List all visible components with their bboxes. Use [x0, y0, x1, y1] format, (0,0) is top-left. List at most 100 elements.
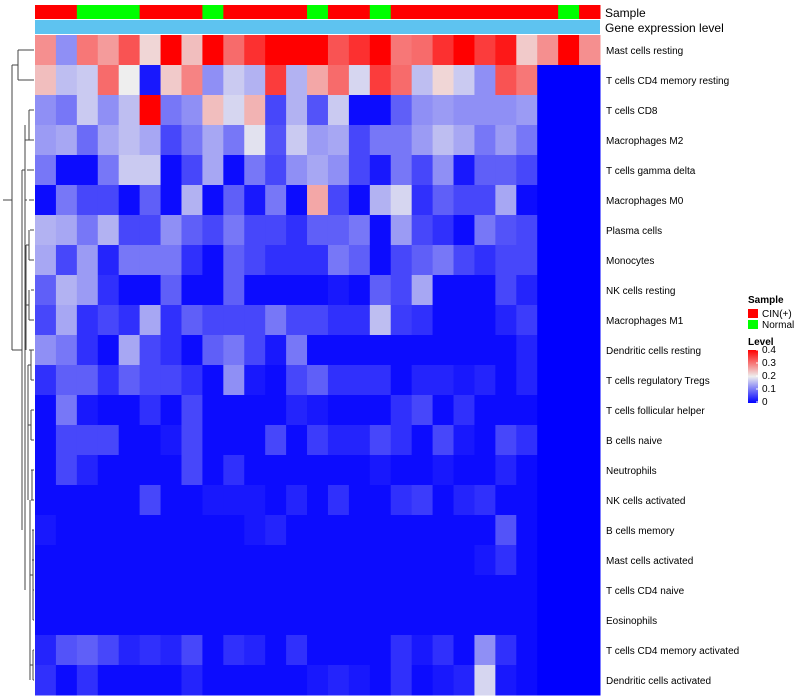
heatmap-cell: [432, 515, 455, 546]
heatmap-cell: [286, 515, 308, 546]
legend-level-title: Level: [748, 337, 774, 348]
heatmap-cell: [160, 125, 182, 156]
heatmap-cell: [181, 35, 203, 66]
heatmap-cell: [244, 335, 266, 366]
heatmap-cell: [537, 575, 559, 606]
heatmap-cell: [307, 95, 329, 126]
heatmap-cell: [160, 95, 182, 126]
heatmap-cell: [35, 335, 57, 366]
heatmap-cell: [327, 125, 350, 156]
heatmap-cell: [411, 155, 434, 186]
heatmap-cell: [411, 515, 434, 546]
heatmap-cell: [558, 545, 580, 576]
heatmap-cell: [223, 95, 245, 126]
sample-annotation-cell: [516, 5, 538, 19]
heatmap-cell: [97, 305, 120, 336]
heatmap-cell: [265, 515, 287, 546]
heatmap-cell: [495, 395, 517, 426]
heatmap-cell: [265, 575, 287, 606]
heatmap-cell: [432, 605, 455, 636]
heatmap-cell: [390, 305, 413, 336]
heatmap-cell: [76, 305, 99, 336]
sample-annotation-cell: [411, 5, 434, 19]
heatmap-cell: [307, 635, 329, 666]
row-label: Dendritic cells activated: [606, 676, 711, 687]
heatmap-cell: [516, 275, 538, 306]
heatmap-cell: [411, 635, 434, 666]
annotation-label-sample: Sample: [605, 6, 646, 20]
heatmap-cell: [160, 605, 182, 636]
heatmap-cell: [160, 395, 182, 426]
heatmap-cell: [327, 635, 350, 666]
heatmap-cell: [516, 95, 538, 126]
heatmap-cell: [76, 335, 99, 366]
heatmap-cell: [495, 275, 517, 306]
heatmap-cell: [369, 545, 392, 576]
heatmap-cell: [202, 515, 224, 546]
heatmap-cell: [139, 125, 162, 156]
heatmap-cell: [474, 455, 496, 486]
row-label: B cells naive: [606, 436, 663, 447]
heatmap-cell: [348, 455, 371, 486]
heatmap-cell: [558, 125, 580, 156]
heatmap-cell: [579, 155, 601, 186]
heatmap-cell: [495, 665, 517, 696]
heatmap-cell: [558, 395, 580, 426]
heatmap-cell: [223, 245, 245, 276]
heatmap-cell: [327, 515, 350, 546]
heatmap-cell: [348, 425, 371, 456]
heatmap-cell: [579, 305, 601, 336]
sample-annotation-cell: [97, 5, 120, 19]
heatmap-cell: [139, 275, 162, 306]
heatmap-cell: [35, 605, 57, 636]
heatmap-cell: [139, 455, 162, 486]
heatmap-cell: [558, 665, 580, 696]
heatmap-cell: [411, 605, 434, 636]
heatmap-cell: [579, 395, 601, 426]
heatmap-cell: [76, 95, 99, 126]
heatmap-cell: [55, 95, 78, 126]
sample-annotation-cell: [390, 5, 413, 19]
sample-annotation-cell: [369, 5, 392, 19]
heatmap-cell: [202, 155, 224, 186]
heatmap-cell: [558, 215, 580, 246]
heatmap-cell: [411, 125, 434, 156]
heatmap-cell: [411, 575, 434, 606]
heatmap-cell: [223, 665, 245, 696]
heatmap-cell: [432, 335, 455, 366]
heatmap-cell: [76, 455, 99, 486]
heatmap-cell: [97, 455, 120, 486]
heatmap-cell: [495, 95, 517, 126]
heatmap-cell: [244, 35, 266, 66]
heatmap-cell: [327, 215, 350, 246]
heatmap-cell: [265, 245, 287, 276]
heatmap-cell: [327, 665, 350, 696]
heatmap-cell: [118, 365, 141, 396]
heatmap-cell: [265, 395, 287, 426]
heatmap-cell: [118, 395, 141, 426]
heatmap-cell: [202, 545, 224, 576]
heatmap-cell: [558, 275, 580, 306]
heatmap-cell: [474, 305, 496, 336]
heatmap-cell: [55, 35, 78, 66]
heatmap-cell: [516, 335, 538, 366]
row-label: Dendritic cells resting: [606, 346, 701, 357]
heatmap-cell: [76, 275, 99, 306]
heatmap-cell: [348, 245, 371, 276]
heatmap-cell: [139, 485, 162, 516]
heatmap-cell: [516, 125, 538, 156]
heatmap-cell: [118, 155, 141, 186]
heatmap-cell: [516, 485, 538, 516]
heatmap-cell: [411, 95, 434, 126]
heatmap-cell: [265, 155, 287, 186]
heatmap-cell: [202, 305, 224, 336]
row-label: Monocytes: [606, 256, 654, 267]
heatmap-cell: [516, 185, 538, 216]
heatmap-cell: [516, 215, 538, 246]
heatmap-cell: [244, 185, 266, 216]
heatmap-cell: [495, 215, 517, 246]
heatmap-cell: [327, 425, 350, 456]
heatmap-cell: [160, 365, 182, 396]
heatmap-cell: [97, 515, 120, 546]
heatmap-cell: [474, 365, 496, 396]
